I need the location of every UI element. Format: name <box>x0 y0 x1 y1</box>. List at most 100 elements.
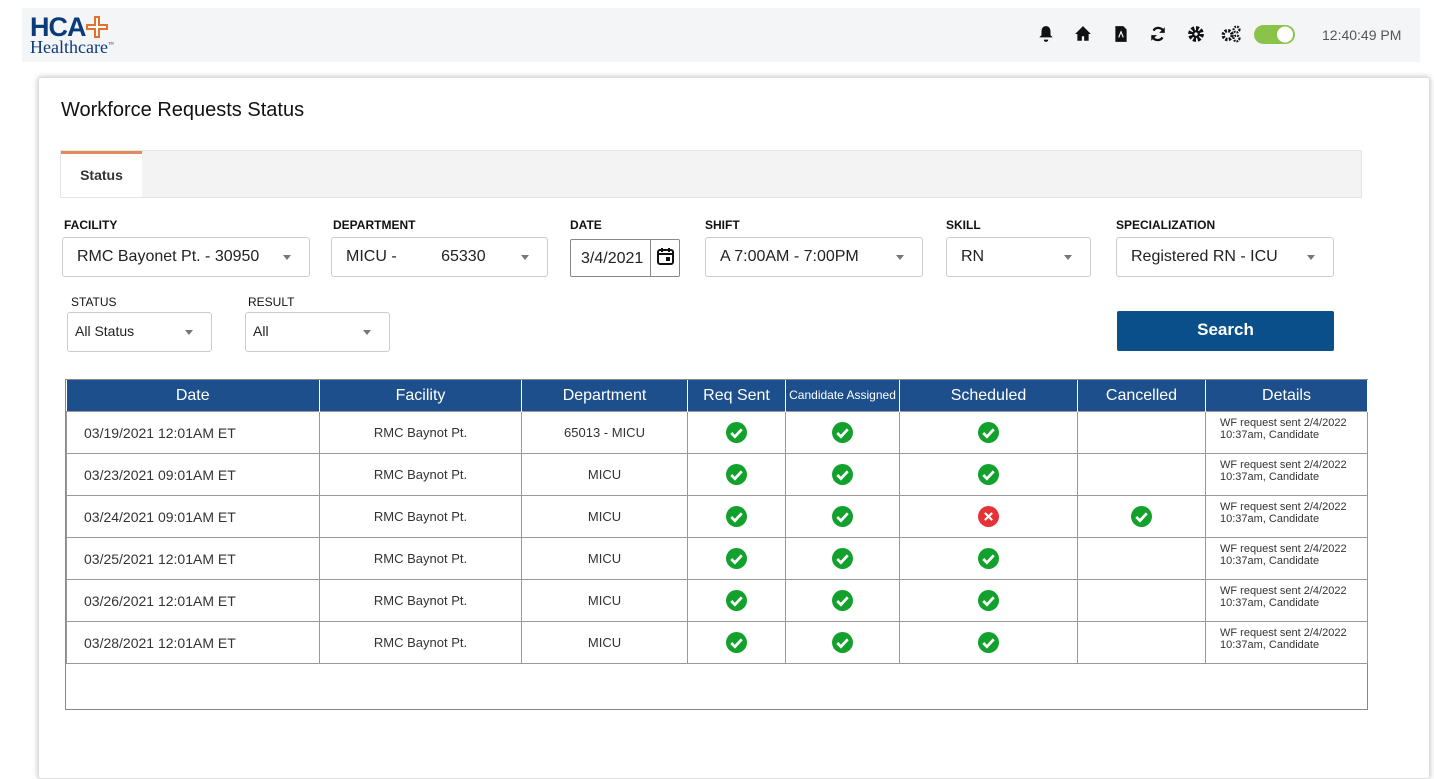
clock: 12:40:49 PM <box>1322 27 1401 43</box>
column-header[interactable]: Cancelled <box>1078 380 1206 412</box>
scheduled-cell <box>900 538 1078 580</box>
logo-mark <box>86 16 108 38</box>
date-input[interactable]: 3/4/2021 <box>570 239 680 277</box>
facility-cell: RMC Baynot Pt. <box>320 454 522 496</box>
cancelled-cell <box>1078 580 1206 622</box>
date-cell: 03/28/2021 12:01AM ET <box>67 622 320 664</box>
candidate-cell <box>786 412 900 454</box>
details-cell: WF request sent 2/4/2022 10:37am, Candid… <box>1206 580 1368 622</box>
table-row[interactable]: 03/24/2021 09:01AM ET RMC Baynot Pt. MIC… <box>67 496 1368 538</box>
check-icon <box>978 464 999 485</box>
toggle[interactable] <box>1254 24 1296 45</box>
department-cell: MICU <box>522 622 688 664</box>
date-cell: 03/24/2021 09:01AM ET <box>67 496 320 538</box>
column-header[interactable]: Details <box>1206 380 1368 412</box>
filter-label: DATE <box>570 218 602 232</box>
cancelled-cell <box>1078 412 1206 454</box>
details-cell: WF request sent 2/4/2022 10:37am, Candid… <box>1206 496 1368 538</box>
bell-icon[interactable] <box>1037 25 1055 43</box>
scheduled-cell <box>900 496 1078 538</box>
check-icon <box>978 422 999 443</box>
facility-cell: RMC Baynot Pt. <box>320 412 522 454</box>
column-header[interactable]: Scheduled <box>900 380 1078 412</box>
tab[interactable]: Status <box>61 151 142 197</box>
status-select[interactable]: All Status <box>67 312 212 352</box>
facility-cell: RMC Baynot Pt. <box>320 622 522 664</box>
column-header[interactable]: Department <box>522 380 688 412</box>
table-row[interactable]: 03/23/2021 09:01AM ET RMC Baynot Pt. MIC… <box>67 454 1368 496</box>
department-cell: MICU <box>522 580 688 622</box>
table-row[interactable]: 03/25/2021 12:01AM ET RMC Baynot Pt. MIC… <box>67 538 1368 580</box>
column-header[interactable]: Facility <box>320 380 522 412</box>
scheduled-cell <box>900 412 1078 454</box>
results-table: Date Facility Department Req Sent Candid… <box>65 379 1368 710</box>
date-cell: 03/26/2021 12:01AM ET <box>67 580 320 622</box>
scheduled-cell <box>900 580 1078 622</box>
tab-bar: Status <box>60 150 1362 198</box>
req-sent-cell <box>688 580 786 622</box>
table-body: 03/19/2021 12:01AM ET RMC Baynot Pt. 650… <box>67 412 1368 664</box>
candidate-cell <box>786 622 900 664</box>
settings-icon[interactable] <box>1187 25 1205 43</box>
department-cell: 65013 - MICU <box>522 412 688 454</box>
filter-label: SHIFT <box>705 218 740 232</box>
req-sent-cell <box>688 538 786 580</box>
candidate-cell <box>786 496 900 538</box>
column-header[interactable]: Date <box>67 380 320 412</box>
date-cell: 03/23/2021 09:01AM ET <box>67 454 320 496</box>
details-cell: WF request sent 2/4/2022 10:37am, Candid… <box>1206 538 1368 580</box>
date-cell: 03/19/2021 12:01AM ET <box>67 412 320 454</box>
table-row[interactable]: 03/19/2021 12:01AM ET RMC Baynot Pt. 650… <box>67 412 1368 454</box>
facility-cell: RMC Baynot Pt. <box>320 496 522 538</box>
column-header[interactable]: Candidate Assigned <box>786 380 900 412</box>
check-icon <box>978 632 999 653</box>
check-icon <box>726 422 747 443</box>
details-cell: WF request sent 2/4/2022 10:37am, Candid… <box>1206 412 1368 454</box>
header-row: Date Facility Department Req Sent Candid… <box>67 380 1368 412</box>
facility-select[interactable]: RMC Bayonet Pt. - 30950 <box>62 237 310 277</box>
filter-label: RESULT <box>248 295 294 309</box>
card: Workforce Requests Status Status FACILIT… <box>38 77 1430 779</box>
shift-select[interactable]: A 7:00AM - 7:00PM <box>705 237 923 277</box>
candidate-cell <box>786 580 900 622</box>
req-sent-cell <box>688 412 786 454</box>
table-row[interactable]: 03/28/2021 12:01AM ET RMC Baynot Pt. MIC… <box>67 622 1368 664</box>
date-value: 3/4/2021 <box>581 250 643 268</box>
check-icon <box>978 548 999 569</box>
column-header[interactable]: Req Sent <box>688 380 786 412</box>
cancelled-cell <box>1078 454 1206 496</box>
check-icon <box>726 632 747 653</box>
table-row[interactable]: 03/26/2021 12:01AM ET RMC Baynot Pt. MIC… <box>67 580 1368 622</box>
details-cell: WF request sent 2/4/2022 10:37am, Candid… <box>1206 454 1368 496</box>
department-select[interactable]: MICU - 65330 <box>331 237 548 277</box>
check-icon <box>832 632 853 653</box>
screen: HCA Healthcare™ 12:40:49 PM Workforce Re… <box>0 0 1434 731</box>
skill-select[interactable]: RN <box>946 237 1091 277</box>
department-cell: MICU <box>522 538 688 580</box>
scheduled-cell <box>900 622 1078 664</box>
logo-text: Healthcare <box>30 37 108 57</box>
filter-label: DEPARTMENT <box>333 218 415 232</box>
home-icon[interactable] <box>1074 25 1092 43</box>
filter-label: SKILL <box>946 218 981 232</box>
result-select[interactable]: All <box>245 312 390 352</box>
check-icon <box>832 464 853 485</box>
details-cell: WF request sent 2/4/2022 10:37am, Candid… <box>1206 622 1368 664</box>
filter-label: FACILITY <box>64 218 117 232</box>
filter-label: SPECIALIZATION <box>1116 218 1215 232</box>
calendar-icon[interactable] <box>650 240 681 276</box>
refresh-icon[interactable] <box>1149 25 1167 43</box>
candidate-cell <box>786 538 900 580</box>
specialization-select[interactable]: Registered RN - ICU <box>1116 237 1334 277</box>
cancelled-cell <box>1078 496 1206 538</box>
check-icon <box>832 548 853 569</box>
department-cell: MICU <box>522 454 688 496</box>
table: Date Facility Department Req Sent Candid… <box>66 380 1368 664</box>
pdf-icon[interactable] <box>1112 25 1130 43</box>
search-button[interactable]: Search <box>1117 311 1334 351</box>
check-icon <box>726 548 747 569</box>
admin-icon[interactable] <box>1221 25 1241 43</box>
candidate-cell <box>786 454 900 496</box>
req-sent-cell <box>688 622 786 664</box>
check-icon <box>832 590 853 611</box>
